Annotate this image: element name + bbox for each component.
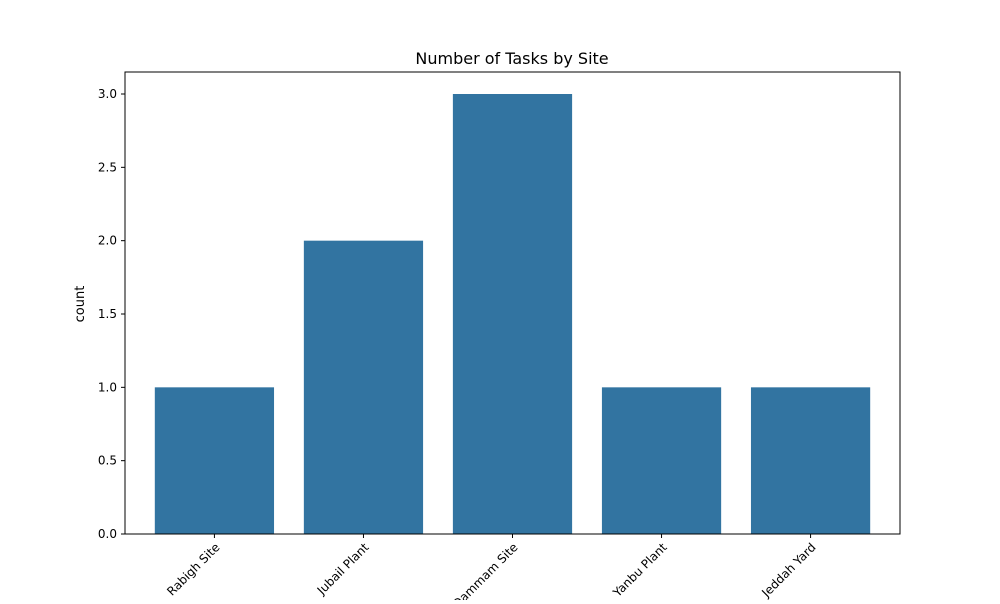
y-tick-label: 2.0 xyxy=(98,234,117,248)
y-axis: 0.0 0.5 1.0 1.5 2.0 2.5 3.0 xyxy=(98,87,125,541)
plot-frame xyxy=(124,71,901,535)
bar-yanbu-plant xyxy=(601,387,722,534)
x-tick-label: Dammam Site xyxy=(450,540,521,600)
y-tick-label: 0.0 xyxy=(98,527,117,541)
x-tick-label: Jeddah Yard xyxy=(758,540,818,600)
y-tick-label: 1.5 xyxy=(98,307,117,321)
x-tick-label: Rabigh Site xyxy=(164,540,222,598)
bar-dammam-site xyxy=(452,94,573,534)
bar-rabigh-site xyxy=(154,387,275,534)
y-tick-label: 2.5 xyxy=(98,160,117,174)
y-tick-label: 3.0 xyxy=(98,87,117,101)
bar-jeddah-yard xyxy=(750,387,871,534)
chart-title: Number of Tasks by Site xyxy=(415,49,608,68)
y-tick-label: 0.5 xyxy=(98,454,117,468)
bar-jubail-plant xyxy=(303,240,424,535)
x-axis: Rabigh Site Jubail Plant Dammam Site Yanbu … xyxy=(164,534,819,604)
y-axis-label: count xyxy=(73,286,88,323)
x-tick-label: Yanbu Plant xyxy=(610,540,670,600)
y-tick-label: 1.0 xyxy=(98,380,117,394)
x-tick-label: Jubail Plant xyxy=(314,540,372,598)
bars-layer xyxy=(154,94,871,535)
